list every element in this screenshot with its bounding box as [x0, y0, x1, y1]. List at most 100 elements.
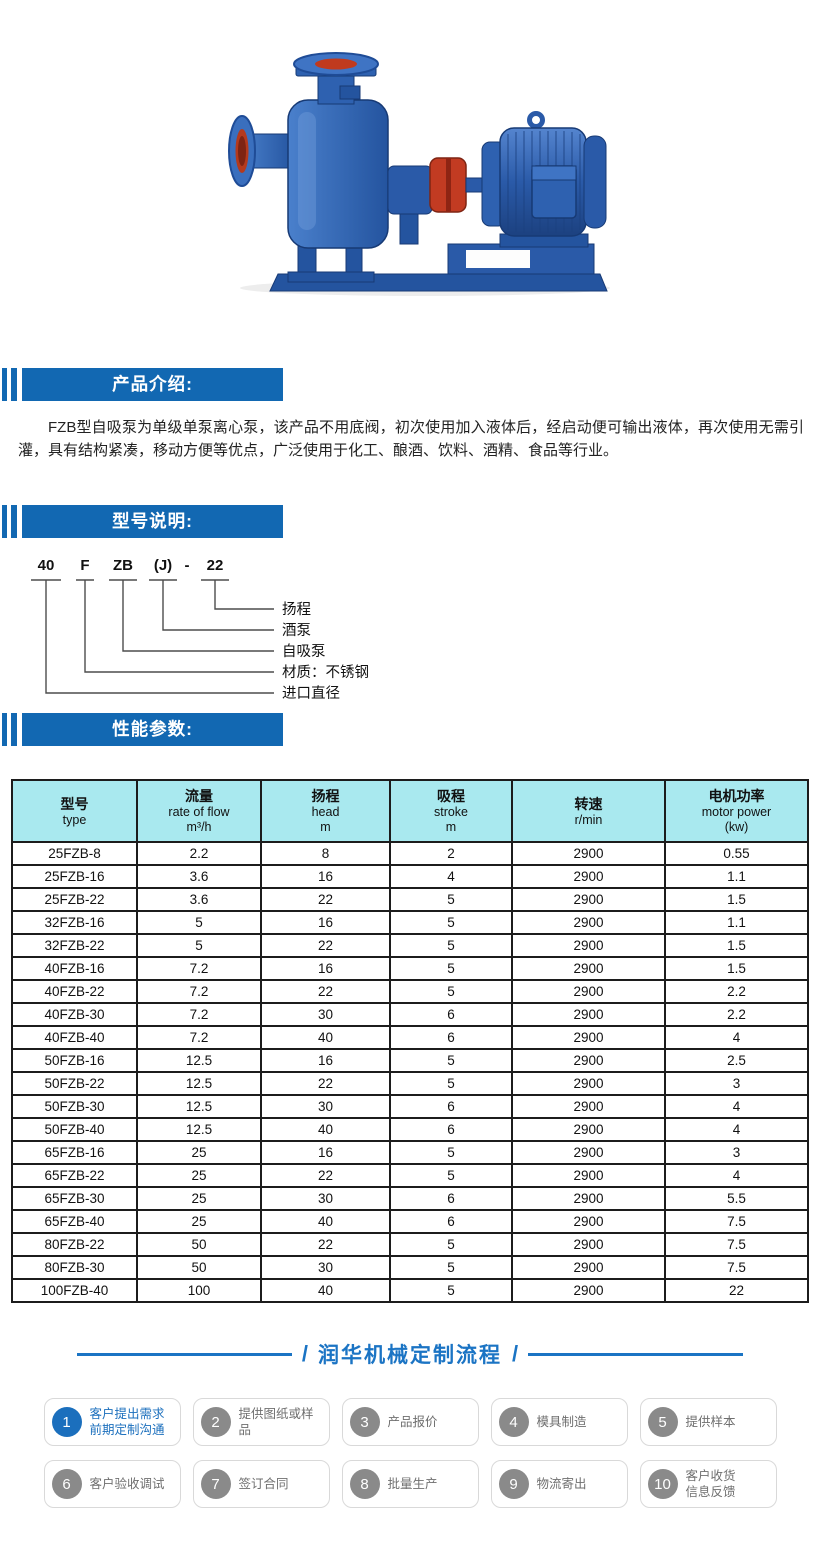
model-code-diagram: 40 F ZB (J) - 22 扬程 酒泵 自吸泵 材质：不锈钢 进口	[28, 554, 408, 704]
table-cell: 5	[389, 1255, 513, 1280]
step-label: 提供样本	[685, 1415, 736, 1429]
table-cell: 6	[389, 1117, 513, 1142]
table-cell: 7.5	[664, 1232, 809, 1257]
table-cell: 2.2	[664, 979, 809, 1004]
table-cell: 25FZB-8	[11, 841, 138, 866]
model-code-label: 自吸泵	[282, 643, 326, 660]
table-cell: 2900	[511, 956, 666, 981]
table-cell: 2900	[511, 1278, 666, 1303]
table-cell: 6	[389, 1186, 513, 1211]
process-step: 1 客户提出需求 前期定制沟通	[43, 1398, 181, 1446]
table-cell: 2900	[511, 910, 666, 935]
table-row: 32FZB-16 5 16 5 2900 1.1	[11, 910, 809, 935]
table-cell: 40	[260, 1278, 391, 1303]
step-number-badge: 4	[498, 1407, 529, 1437]
section-title-model: 型号说明:	[22, 505, 283, 538]
table-cell: 30	[260, 1255, 391, 1280]
performance-table-wrapper: 型号 type 流量 rate of flow m³/h 扬程 head m 吸程 stroke m…	[11, 779, 809, 1303]
table-cell: 3	[664, 1140, 809, 1165]
table-cell: 5.5	[664, 1186, 809, 1211]
customization-process: / 润华机械定制流程 / 1 客户提出需求 前期定制沟通 2 提供图纸或样品 3 产品报价…	[0, 1338, 820, 1508]
pump-product-photo	[200, 38, 620, 300]
process-step: 8 批量生产	[341, 1460, 479, 1508]
step-number-badge: 3	[349, 1407, 380, 1437]
slash-decoration: /	[301, 1341, 308, 1366]
table-cell: 2900	[511, 887, 666, 912]
divider-line	[76, 1352, 292, 1356]
table-cell: 3.6	[136, 864, 262, 889]
table-cell: 1.5	[664, 933, 809, 958]
column-header-cn: 扬程	[311, 788, 340, 804]
table-cell: 65FZB-16	[11, 1140, 138, 1165]
table-cell: 50	[136, 1232, 262, 1257]
table-row: 65FZB-16 25 16 5 2900 3	[11, 1140, 809, 1165]
table-header-row: 型号 type 流量 rate of flow m³/h 扬程 head m 吸程 stroke m…	[11, 779, 809, 843]
table-cell: 2900	[511, 979, 666, 1004]
table-cell: 25FZB-16	[11, 864, 138, 889]
process-step: 9 物流寄出	[490, 1460, 628, 1508]
table-cell: 12.5	[136, 1117, 262, 1142]
table-cell: 2900	[511, 1232, 666, 1257]
table-cell: 22	[260, 1071, 391, 1096]
model-code-segment: -	[185, 557, 190, 574]
table-cell: 40	[260, 1209, 391, 1234]
table-cell: 65FZB-40	[11, 1209, 138, 1234]
table-cell: 2.5	[664, 1048, 809, 1073]
process-step: 7 签订合同	[192, 1460, 330, 1508]
table-cell: 5	[389, 956, 513, 981]
section-header-params: 性能参数:	[0, 713, 820, 746]
table-cell: 6	[389, 1002, 513, 1027]
table-cell: 2900	[511, 1094, 666, 1119]
table-cell: 4	[664, 1163, 809, 1188]
table-cell: 5	[389, 1278, 513, 1303]
table-cell: 25FZB-22	[11, 887, 138, 912]
table-cell: 50FZB-22	[11, 1071, 138, 1096]
table-cell: 22	[260, 887, 391, 912]
model-code-segment: 22	[207, 557, 224, 574]
model-code-label: 材质：不锈钢	[282, 664, 369, 681]
section-title-intro: 产品介绍:	[22, 368, 283, 401]
table-cell: 16	[260, 956, 391, 981]
column-header-cn: 电机功率	[708, 788, 765, 804]
table-cell: 22	[664, 1278, 809, 1303]
table-cell: 7.2	[136, 979, 262, 1004]
table-cell: 30	[260, 1186, 391, 1211]
table-cell: 3.6	[136, 887, 262, 912]
table-cell: 50FZB-16	[11, 1048, 138, 1073]
column-header: 转速 r/min	[511, 779, 666, 843]
accent-stripe	[11, 713, 17, 746]
performance-table: 型号 type 流量 rate of flow m³/h 扬程 head m 吸程 stroke m…	[11, 779, 809, 1303]
table-cell: 2.2	[664, 1002, 809, 1027]
table-row: 100FZB-40 100 40 5 2900 22	[11, 1278, 809, 1303]
table-cell: 5	[389, 979, 513, 1004]
pump-illustration	[228, 52, 610, 296]
table-cell: 50	[136, 1255, 262, 1280]
table-row: 25FZB-16 3.6 16 4 2900 1.1	[11, 864, 809, 889]
table-cell: 40FZB-22	[11, 979, 138, 1004]
table-row: 25FZB-22 3.6 22 5 2900 1.5	[11, 887, 809, 912]
process-step: 2 提供图纸或样品	[192, 1398, 330, 1446]
column-header: 流量 rate of flow m³/h	[136, 779, 262, 843]
table-row: 50FZB-22 12.5 22 5 2900 3	[11, 1071, 809, 1096]
table-row: 80FZB-30 50 30 5 2900 7.5	[11, 1255, 809, 1280]
step-label: 提供图纸或样品	[238, 1407, 314, 1437]
table-cell: 2900	[511, 1071, 666, 1096]
model-code-segment: 40	[38, 557, 55, 574]
accent-stripe	[2, 713, 7, 746]
table-row: 50FZB-40 12.5 40 6 2900 4	[11, 1117, 809, 1142]
table-cell: 2	[389, 841, 513, 866]
table-cell: 65FZB-30	[11, 1186, 138, 1211]
table-cell: 2.2	[136, 841, 262, 866]
process-title-row: / 润华机械定制流程 /	[0, 1338, 820, 1370]
table-cell: 6	[389, 1209, 513, 1234]
table-cell: 25	[136, 1186, 262, 1211]
table-cell: 80FZB-22	[11, 1232, 138, 1257]
table-cell: 5	[389, 1232, 513, 1257]
table-cell: 5	[389, 933, 513, 958]
table-cell: 2900	[511, 1002, 666, 1027]
column-header-cn: 转速	[574, 795, 603, 812]
table-row: 40FZB-40 7.2 40 6 2900 4	[11, 1025, 809, 1050]
process-title: 润华机械定制流程	[318, 1344, 502, 1367]
step-label: 客户提出需求 前期定制沟通	[89, 1407, 165, 1437]
table-cell: 100FZB-40	[11, 1278, 138, 1303]
